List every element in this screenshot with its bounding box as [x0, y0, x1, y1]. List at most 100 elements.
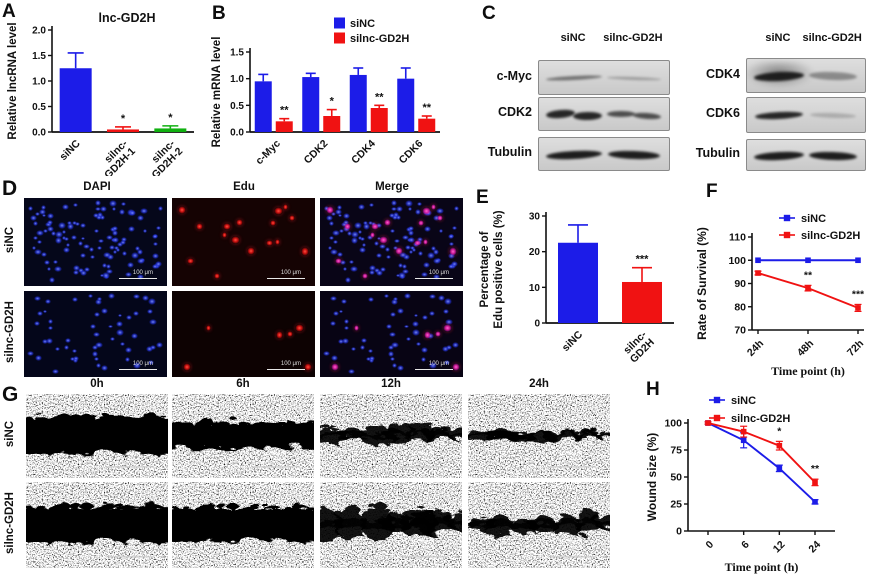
dapi-cell: [376, 222, 383, 229]
dapi-cell: [385, 254, 391, 259]
dapi-cell: [128, 226, 136, 233]
scale-bar: [119, 368, 157, 370]
dapi-cell: [146, 345, 154, 352]
dapi-cell: [140, 207, 148, 215]
data-point: [812, 479, 818, 486]
dapi-cell: [340, 259, 347, 265]
dapi-cell: [388, 213, 395, 219]
dapi-cell: [38, 208, 46, 215]
edu-cell: [177, 205, 187, 215]
dapi-cell: [407, 225, 414, 231]
merge-cell: [442, 323, 452, 333]
dapi-cell: [331, 212, 336, 217]
dapi-cell: [422, 261, 430, 268]
dapi-cell: [442, 345, 450, 352]
y-tick-label: 1.5: [32, 51, 46, 62]
wound-gap: [468, 505, 610, 534]
dapi-cell: [428, 362, 437, 369]
dapi-cell: [453, 205, 460, 211]
dapi-cell: [93, 228, 100, 234]
dapi-cell: [351, 230, 359, 238]
dapi-cell: [131, 252, 139, 259]
blot-band: [607, 149, 661, 160]
legend-label: silnc-GD2H: [731, 413, 790, 425]
dapi-cell: [395, 206, 404, 213]
significance: **: [422, 102, 431, 114]
micrograph: 100 μm: [320, 291, 463, 377]
wound-gap: [320, 501, 462, 539]
dapi-cell: [401, 263, 408, 269]
dapi-cell: [124, 357, 131, 363]
y-tick-label: 100: [728, 255, 746, 267]
dapi-cell: [79, 269, 88, 277]
dapi-cell: [42, 213, 47, 218]
panel-h-line-chart: 0 25 50 75 100 Wound size (%) 0 6 12 24 Time point…: [645, 395, 835, 574]
dapi-cell: [142, 228, 148, 233]
dapi-cell: [47, 319, 54, 324]
dapi-cell: [328, 236, 334, 241]
dapi-cell: [368, 355, 376, 362]
blot-band: [810, 112, 857, 119]
dapi-cell: [398, 272, 406, 279]
scale-bar-label: 100 μm: [132, 270, 153, 276]
data-point: [805, 285, 811, 291]
dapi-cell: [142, 295, 150, 302]
data-point: [740, 437, 747, 444]
lane-header: siNC: [765, 32, 791, 44]
x-tick-label: 0: [704, 539, 717, 552]
edu-cell: [276, 331, 284, 339]
dapi-cell: [350, 237, 359, 244]
wound-gap: [320, 418, 462, 443]
micrograph: 100 μm: [172, 291, 315, 377]
dapi-cell: [389, 228, 396, 234]
dapi-cell: [329, 321, 336, 327]
wound-image: [468, 394, 610, 478]
dapi-cell: [444, 298, 452, 305]
significance: ***: [852, 288, 865, 300]
dapi-cell: [412, 329, 420, 336]
row-label: siNC: [4, 226, 16, 254]
blot-band: [809, 71, 858, 81]
dapi-cell: [330, 295, 338, 302]
dapi-cell: [106, 234, 114, 241]
blot-band: [545, 149, 603, 161]
dapi-cell: [58, 222, 67, 229]
panel-e: 0 10 20 30 Percentage of Edu positive cells (…: [474, 180, 686, 376]
dapi-cell: [433, 257, 442, 264]
dapi-cell: [357, 230, 363, 234]
x-tick-label: 48h: [795, 338, 816, 359]
legend-swatch: [334, 17, 345, 29]
dapi-cell: [48, 277, 56, 283]
edu-cell: [183, 363, 191, 371]
dapi-cell: [350, 265, 359, 273]
edu-cell: [286, 330, 293, 337]
dapi-cell: [358, 204, 365, 210]
bar: [275, 121, 293, 132]
dapi-cell: [111, 229, 119, 236]
dapi-cell: [54, 237, 63, 244]
column-header: Merge: [375, 181, 409, 193]
row-label: siNC: [4, 420, 16, 448]
wound-image: [26, 394, 168, 478]
dapi-cell: [368, 296, 375, 302]
blot-row-label: Tubulin: [695, 146, 740, 160]
blot-band: [754, 110, 804, 121]
dapi-cell: [93, 311, 100, 317]
dapi-cell: [99, 273, 105, 278]
dapi-cell: [96, 296, 103, 301]
column-header: 0h: [90, 378, 104, 390]
blot-image: [746, 58, 866, 93]
dapi-cell: [342, 267, 347, 271]
dapi-cell: [420, 357, 427, 363]
dapi-cell: [72, 221, 78, 226]
panel-g-label: G: [2, 383, 19, 406]
dapi-cell: [332, 230, 340, 237]
dapi-cell: [412, 321, 419, 327]
dapi-cell: [432, 214, 441, 222]
dapi-cell: [66, 223, 75, 230]
column-header: Edu: [233, 181, 255, 193]
data-point: [805, 257, 811, 264]
edu-cell: [274, 239, 281, 246]
dapi-cell: [101, 364, 109, 371]
